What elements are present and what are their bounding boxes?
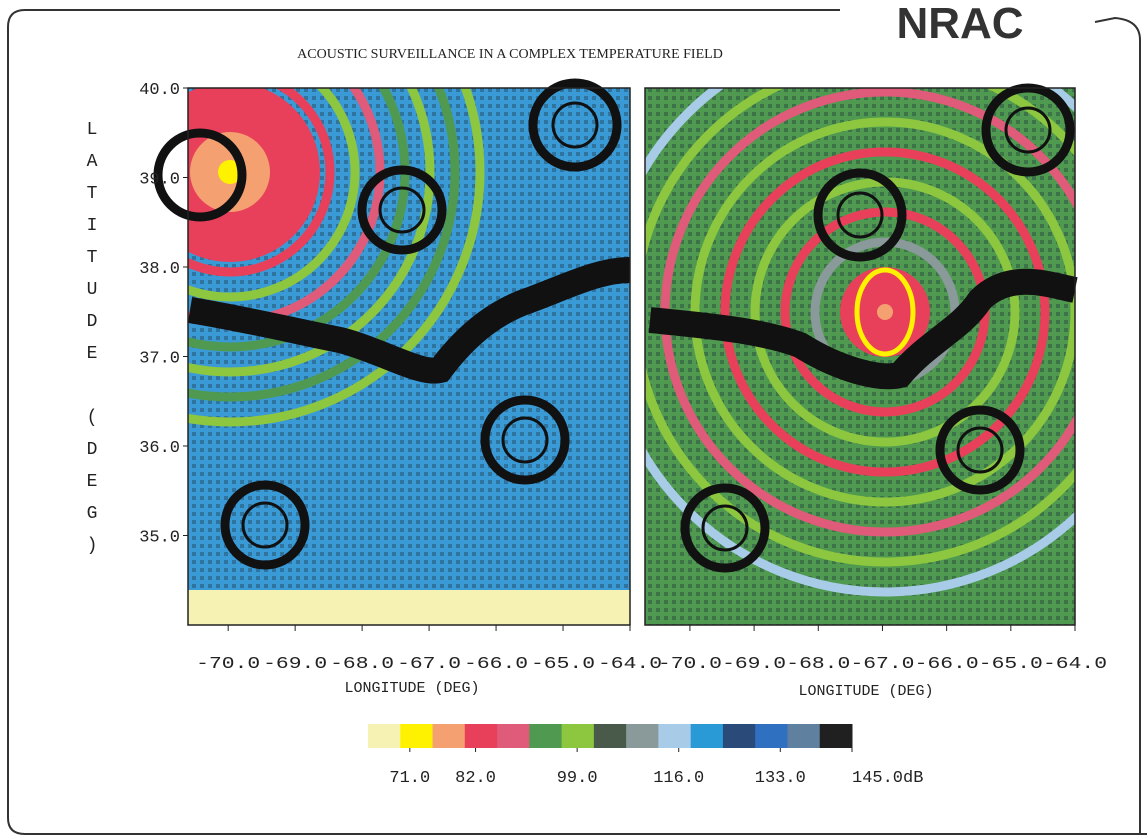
colorbar-cell	[787, 724, 820, 748]
y-tick-label: 40.0	[139, 81, 180, 100]
x-tick-label: -70.0	[658, 655, 722, 674]
x-tick-label: -69.0	[722, 655, 786, 674]
y-tick-label: 39.0	[139, 171, 180, 190]
x-axis-label: LONGITUDE (DEG)	[344, 680, 479, 697]
colorbar-cell	[433, 724, 466, 748]
x-tick-label: -64.0	[598, 655, 662, 674]
colorbar-cell	[529, 724, 562, 748]
colorbar-label: 99.0	[557, 769, 598, 788]
colorbar-label: 116.0	[653, 769, 704, 788]
x-tick-label: -69.0	[263, 655, 327, 674]
y-tick-label: 35.0	[139, 529, 180, 548]
y-tick-label: 37.0	[139, 350, 180, 369]
x-tick-label: -68.0	[330, 655, 394, 674]
y-tick-label: 38.0	[139, 260, 180, 279]
colorbar-cell	[658, 724, 691, 748]
x-tick-label: -65.0	[979, 655, 1043, 674]
colorbar-cell	[723, 724, 756, 748]
x-tick-label: -67.0	[850, 655, 914, 674]
brand: NRAC	[896, 0, 1023, 48]
colorbar-cell	[368, 724, 401, 748]
colorbar-cell	[562, 724, 595, 748]
chart-title: ACOUSTIC SURVEILLANCE IN A COMPLEX TEMPE…	[297, 47, 723, 62]
x-axis-label: LONGITUDE (DEG)	[798, 683, 933, 700]
x-tick-label: -65.0	[531, 655, 595, 674]
x-tick-label: -68.0	[786, 655, 850, 674]
colorbar-label: 133.0	[755, 769, 806, 788]
colorbar-cell	[497, 724, 530, 748]
x-tick-label: -66.0	[464, 655, 528, 674]
page: NRAC ACOUSTIC SURVEILLANCE IN A COMPLEX …	[0, 0, 1147, 840]
colorbar-cell	[755, 724, 788, 748]
colorbar-label: 71.0	[389, 769, 430, 788]
colorbar-cell	[400, 724, 433, 748]
x-tick-label: -67.0	[397, 655, 461, 674]
colorbar-label: 145.0dB	[852, 769, 923, 788]
colorbar-cell	[820, 724, 853, 748]
colorbar-cell	[465, 724, 498, 748]
colorbar-cell	[626, 724, 659, 748]
x-tick-label: -66.0	[915, 655, 979, 674]
x-tick-label: -70.0	[196, 655, 260, 674]
colorbar-label: 82.0	[455, 769, 496, 788]
colorbar-cell	[594, 724, 627, 748]
y-tick-label: 36.0	[139, 439, 180, 458]
x-tick-label: -64.0	[1043, 655, 1107, 674]
y-axis-label: LATITUDE (DEG)	[82, 120, 102, 568]
colorbar-cell	[691, 724, 724, 748]
